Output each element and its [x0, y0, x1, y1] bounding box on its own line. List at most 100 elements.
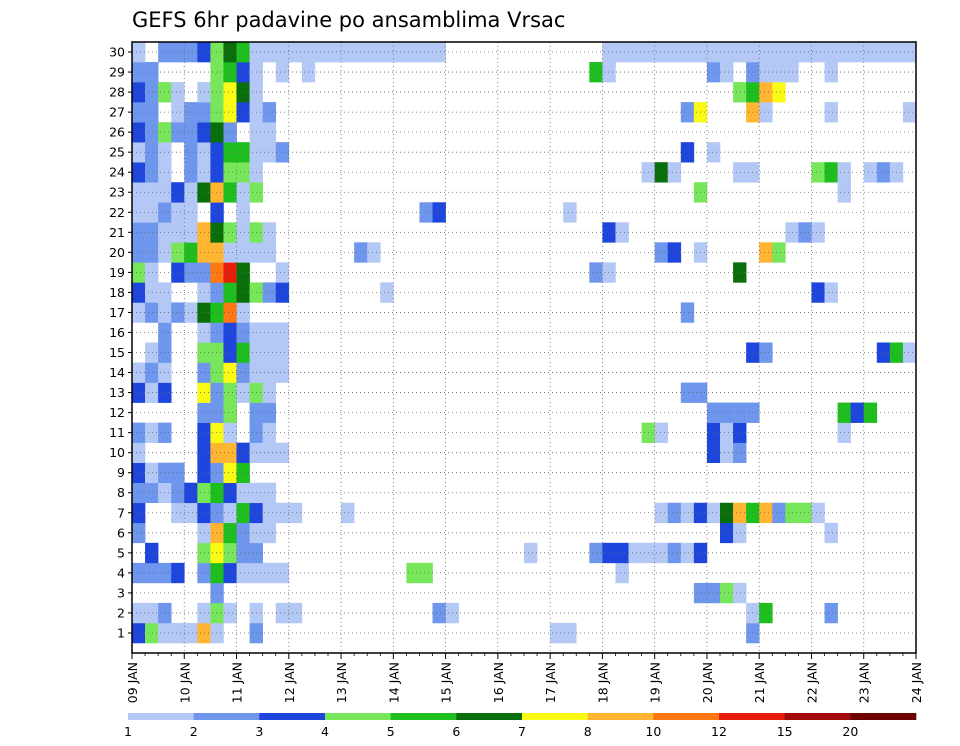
heatmap-cell: [706, 422, 721, 443]
heatmap-cell: [367, 42, 381, 63]
heatmap-cell: [132, 142, 146, 163]
heatmap-cell: [171, 122, 185, 143]
heatmap-cell: [132, 222, 146, 243]
heatmap-cell: [210, 82, 224, 103]
heatmap-cell: [262, 442, 277, 463]
heatmap-cell: [902, 42, 917, 63]
heatmap-cell: [184, 122, 198, 143]
heatmap-cell: [706, 42, 721, 63]
heatmap-cell: [275, 322, 290, 343]
heatmap-cell: [759, 102, 773, 123]
heatmap-cell: [811, 222, 825, 243]
heatmap-cell: [759, 42, 773, 63]
heatmap-cell: [602, 262, 616, 283]
y-tick-label: 20: [109, 245, 125, 260]
y-tick-label: 13: [109, 385, 125, 400]
heatmap-cell: [602, 62, 616, 83]
heatmap-cell: [145, 422, 159, 443]
heatmap-cell: [680, 502, 695, 524]
heatmap-cell: [132, 502, 146, 524]
y-tick-label: 9: [117, 465, 125, 480]
heatmap-cell: [262, 562, 277, 584]
heatmap-cell: [210, 542, 224, 564]
heatmap-cell: [275, 42, 290, 63]
heatmap-cell: [275, 342, 290, 363]
heatmap-cell: [145, 362, 159, 383]
heatmap-cell: [210, 42, 224, 63]
heatmap-cell: [798, 222, 812, 243]
heatmap-cell: [811, 282, 825, 303]
heatmap-cell: [210, 322, 224, 343]
heatmap-cell: [288, 42, 303, 63]
heatmap-cell: [419, 202, 433, 223]
heatmap-cell: [236, 142, 250, 163]
heatmap-cell: [145, 122, 159, 143]
x-axis: 09 JAN 10 JAN 11 JAN 12 JAN 13 JAN 14 JAN 15 J…: [125, 653, 924, 703]
heatmap-cell: [733, 582, 747, 604]
heatmap-cell: [223, 462, 237, 484]
heatmap-cell: [720, 402, 734, 423]
heatmap-cell: [759, 502, 773, 524]
heatmap-cell: [171, 262, 185, 283]
colorbar-label: 1: [124, 724, 132, 739]
heatmap-cell: [210, 462, 224, 484]
x-tick-label: 22 JAN: [804, 662, 819, 703]
heatmap-cell: [210, 122, 224, 143]
heatmap-cell: [419, 42, 433, 63]
heatmap-cell: [184, 222, 198, 243]
heatmap-cell: [720, 582, 734, 604]
colorbar-label: 20: [842, 724, 858, 739]
colorbar-label: 2: [190, 724, 198, 739]
heatmap-cell: [811, 42, 825, 63]
heatmap-cell: [824, 102, 838, 123]
heatmap-cell: [145, 602, 159, 624]
heatmap-cell: [223, 402, 237, 423]
heatmap-cell: [419, 562, 433, 584]
y-tick-label: 18: [109, 285, 125, 300]
heatmap-cell: [798, 502, 812, 524]
heatmap-cell: [733, 42, 747, 63]
heatmap-cell: [145, 142, 159, 163]
heatmap-cell: [876, 162, 891, 183]
heatmap-cell: [132, 462, 146, 484]
heatmap-cell: [524, 542, 538, 564]
heatmap-cell: [236, 542, 250, 564]
heatmap-cell: [275, 502, 290, 524]
heatmap-cell: [132, 42, 146, 63]
heatmap-cell: [210, 242, 224, 263]
heatmap-cell: [236, 222, 250, 243]
heatmap-cell: [184, 42, 198, 63]
heatmap-cell: [210, 622, 224, 644]
heatmap-cell: [236, 42, 250, 63]
heatmap-cell: [236, 502, 250, 524]
heatmap-cell: [171, 202, 185, 223]
heatmap-cell: [380, 282, 394, 303]
heatmap-cell: [145, 242, 159, 263]
heatmap-cell: [262, 382, 277, 403]
heatmap-cell: [680, 142, 695, 163]
heatmap-cell: [145, 222, 159, 243]
heatmap-cell: [184, 142, 198, 163]
heatmap-cell: [811, 162, 825, 183]
heatmap-cell: [223, 102, 237, 123]
heatmap-cell: [145, 282, 159, 303]
x-tick-label: 11 JAN: [230, 662, 245, 703]
heatmap-cell: [772, 502, 786, 524]
heatmap-cell: [132, 562, 146, 584]
heatmap-cell: [602, 222, 616, 243]
heatmap-cell: [733, 522, 747, 544]
heatmap-cell: [171, 562, 185, 584]
heatmap-cell: [223, 382, 237, 403]
y-tick-label: 22: [109, 205, 125, 220]
colorbar-swatch: [259, 713, 326, 720]
heatmap-cell: [628, 42, 642, 63]
heatmap-cell: [223, 482, 237, 504]
heatmap-cell: [132, 262, 146, 283]
heatmap-cell: [876, 42, 891, 63]
heatmap-cell: [223, 562, 237, 584]
colorbar-swatch: [522, 713, 588, 720]
y-tick-label: 25: [109, 145, 125, 160]
heatmap-cell: [811, 502, 825, 524]
heatmap-cell: [288, 602, 303, 624]
